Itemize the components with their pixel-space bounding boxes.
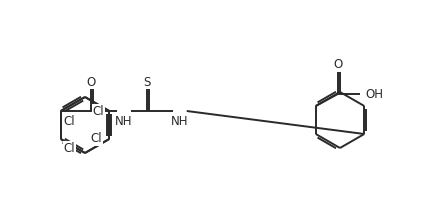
Text: O: O [333,58,342,71]
Text: NH: NH [171,115,189,128]
Text: Cl: Cl [64,115,75,128]
Text: O: O [86,75,95,89]
Text: Cl: Cl [90,132,102,146]
Text: Cl: Cl [93,105,104,117]
Text: NH: NH [115,115,133,128]
Text: Cl: Cl [64,142,75,155]
Text: S: S [143,75,151,89]
Text: OH: OH [366,88,384,101]
